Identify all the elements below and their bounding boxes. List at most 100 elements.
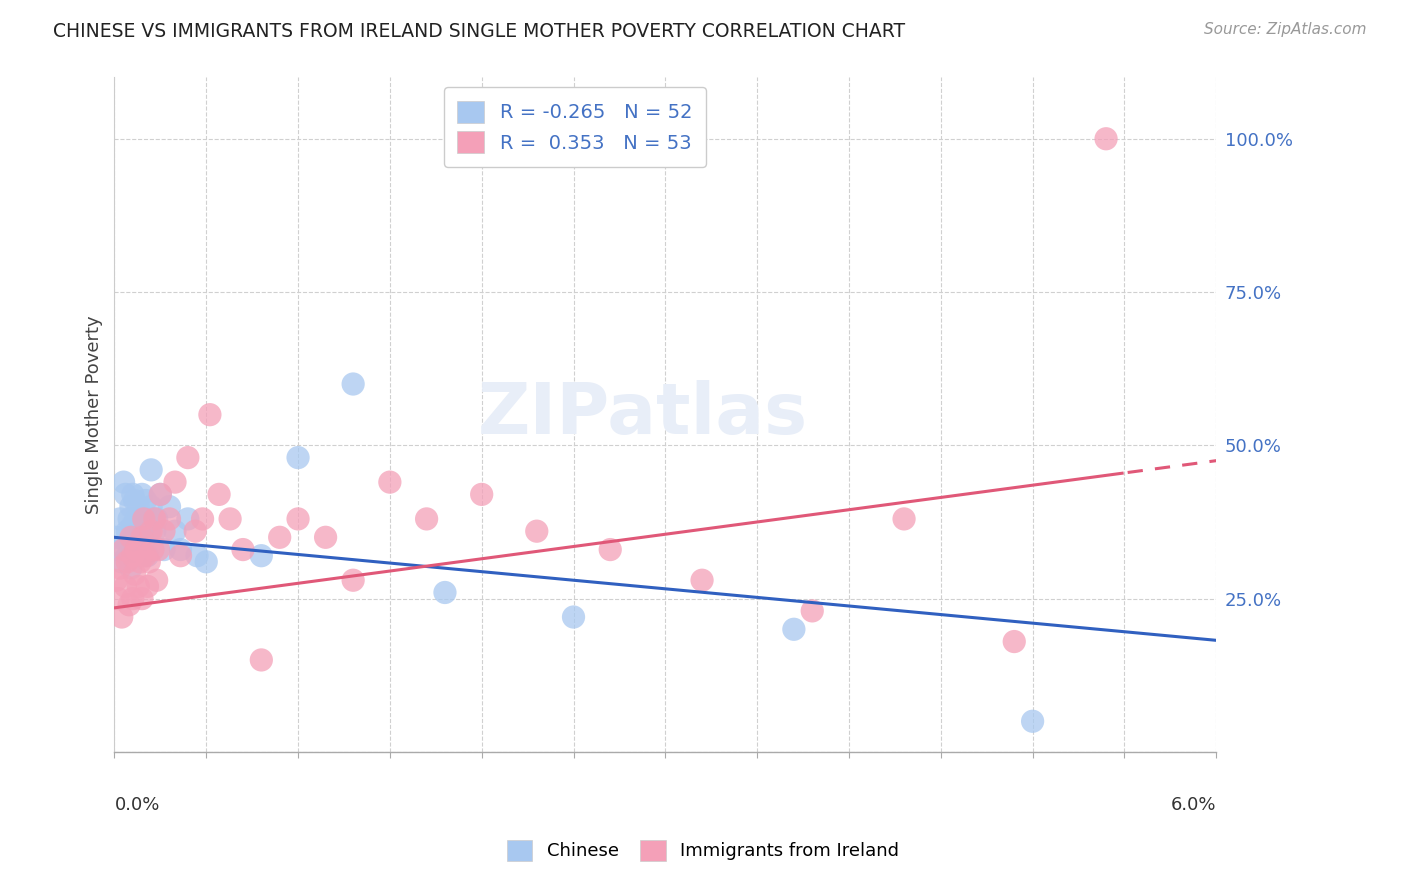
Point [342, 573, 364, 587]
Point [177, 450, 200, 465]
Point [127, 524, 149, 538]
Point [315, 530, 337, 544]
Point [149, 487, 172, 501]
Text: CHINESE VS IMMIGRANTS FROM IRELAND SINGLE MOTHER POVERTY CORRELATION CHART: CHINESE VS IMMIGRANTS FROM IRELAND SINGL… [53, 22, 905, 41]
Point [139, 500, 162, 514]
Point [124, 567, 146, 582]
Point [191, 512, 214, 526]
Point [132, 512, 155, 526]
Point [111, 555, 134, 569]
Point [159, 500, 181, 514]
Point [1095, 132, 1118, 146]
Point [195, 555, 218, 569]
Point [127, 579, 149, 593]
Point [342, 377, 364, 392]
Point [135, 549, 157, 563]
Point [169, 542, 191, 557]
Point [198, 408, 221, 422]
Point [108, 561, 131, 575]
Point [107, 542, 129, 557]
Point [124, 493, 146, 508]
Point [378, 475, 401, 489]
Point [135, 493, 157, 508]
Point [250, 549, 273, 563]
Point [232, 542, 254, 557]
Point [114, 579, 136, 593]
Point [1021, 714, 1043, 729]
Point [148, 542, 170, 557]
Point [136, 512, 159, 526]
Point [105, 530, 128, 544]
Point [163, 524, 186, 538]
Point [129, 512, 152, 526]
Point [125, 542, 148, 557]
Point [471, 487, 494, 501]
Point [1002, 634, 1025, 648]
Point [120, 561, 142, 575]
Legend: R = -0.265   N = 52, R =  0.353   N = 53: R = -0.265 N = 52, R = 0.353 N = 53 [444, 87, 706, 167]
Point [143, 512, 166, 526]
Point [136, 579, 159, 593]
Point [433, 585, 456, 599]
Point [118, 512, 141, 526]
Point [117, 549, 139, 563]
Point [287, 450, 309, 465]
Point [163, 475, 186, 489]
Point [139, 524, 162, 538]
Point [415, 512, 437, 526]
Point [120, 500, 142, 514]
Point [142, 512, 165, 526]
Point [287, 512, 309, 526]
Point [139, 463, 162, 477]
Point [131, 524, 153, 538]
Point [112, 475, 135, 489]
Point [121, 542, 143, 557]
Point [125, 549, 148, 563]
Point [526, 524, 548, 538]
Point [121, 549, 143, 563]
Point [269, 530, 291, 544]
Point [131, 591, 153, 606]
Point [159, 512, 181, 526]
Point [117, 555, 139, 569]
Point [801, 604, 824, 618]
Point [138, 555, 160, 569]
Point [184, 524, 207, 538]
Point [177, 512, 200, 526]
Point [599, 542, 621, 557]
Y-axis label: Single Mother Poverty: Single Mother Poverty [86, 316, 103, 514]
Point [145, 573, 167, 587]
Point [145, 512, 167, 526]
Point [135, 530, 157, 544]
Point [153, 524, 176, 538]
Point [129, 555, 152, 569]
Point [131, 487, 153, 501]
Point [142, 542, 165, 557]
Point [893, 512, 915, 526]
Point [219, 512, 242, 526]
Point [125, 512, 148, 526]
Point [690, 573, 713, 587]
Point [169, 549, 191, 563]
Point [783, 622, 806, 636]
Point [186, 549, 208, 563]
Point [112, 542, 135, 557]
Point [138, 524, 160, 538]
Point [153, 542, 176, 557]
Point [250, 653, 273, 667]
Point [127, 500, 149, 514]
Point [124, 530, 146, 544]
Text: ZIPatlas: ZIPatlas [478, 380, 808, 450]
Point [117, 524, 139, 538]
Point [562, 610, 585, 624]
Point [118, 598, 141, 612]
Point [129, 542, 152, 557]
Point [143, 524, 166, 538]
Point [208, 487, 231, 501]
Point [107, 591, 129, 606]
Point [118, 536, 141, 550]
Point [149, 487, 172, 501]
Point [121, 487, 143, 501]
Point [120, 530, 142, 544]
Point [121, 591, 143, 606]
